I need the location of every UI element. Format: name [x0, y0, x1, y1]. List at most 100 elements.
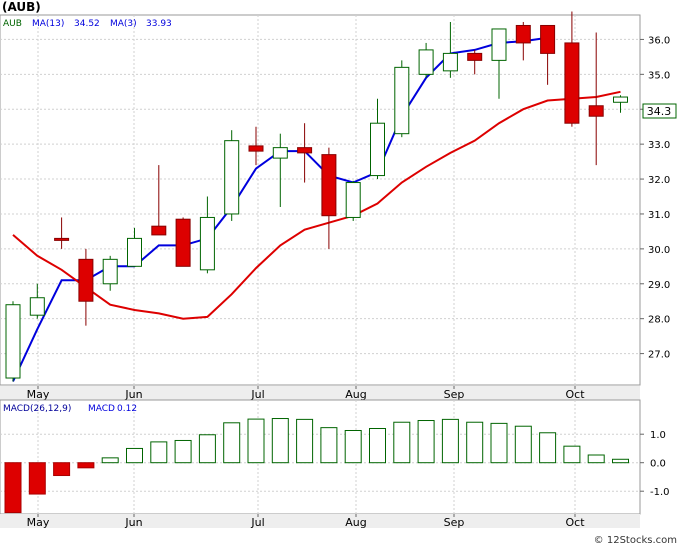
macd-y-tick-label: 0.0: [650, 459, 666, 470]
date-tick-label: Jul: [250, 516, 264, 529]
last-price-label: 34.3: [647, 105, 672, 118]
candle: [5, 301, 21, 382]
date-tick-label: Oct: [565, 388, 585, 401]
macd-bar: [271, 418, 289, 464]
candle-body: [588, 105, 604, 117]
last-price-box: [642, 103, 677, 119]
macd-bar-series: [4, 418, 629, 514]
macd-value: 0.12: [117, 404, 137, 414]
date-tick-label: Jul: [250, 388, 264, 401]
price-y-tick-label: 35.0: [648, 70, 670, 81]
price-y-tick-label: 28.0: [648, 315, 670, 326]
candle-body: [467, 52, 483, 61]
price-grid: [0, 15, 640, 385]
macd-bar: [174, 439, 192, 464]
legend-ma3-label: MA(3): [110, 19, 137, 29]
date-tick-label: Jun: [124, 516, 142, 529]
macd-bar: [198, 434, 216, 464]
legend-ma3-value: 33.93: [146, 19, 172, 29]
candle: [321, 147, 337, 249]
candle: [370, 98, 385, 180]
macd-params-label: MACD(26,12,9): [3, 404, 71, 414]
date-axis-top: May Jun Jul Aug Sep Oct: [27, 386, 585, 401]
candle-body: [491, 28, 507, 61]
macd-bar: [296, 418, 314, 464]
ma3-series: [12, 90, 621, 320]
macd-bar: [28, 462, 46, 495]
candle: [564, 11, 580, 127]
candle-body: [224, 140, 240, 215]
date-axis-strip: [0, 386, 640, 400]
date-tick-label: Jun: [124, 388, 142, 401]
macd-panel-frame: [0, 399, 641, 515]
candle: [54, 217, 70, 249]
candle-body: [175, 218, 191, 267]
candle-body: [370, 122, 385, 177]
candle-body: [345, 182, 361, 218]
candle-body: [272, 147, 288, 159]
candle: [248, 126, 264, 166]
macd-bar: [150, 441, 168, 464]
macd-bar: [466, 421, 484, 464]
macd-bar: [223, 422, 241, 464]
macd-y-tick-label: 1.0: [650, 430, 666, 441]
candle: [199, 196, 215, 274]
macd-panel: 1.0 0.0 -1.0 MACD(26,12,9) MACD 0.12: [0, 399, 670, 515]
price-y-tick-label: 31.0: [648, 210, 670, 221]
candle: [515, 21, 531, 61]
macd-bar: [612, 458, 629, 464]
price-y-tick-label: 33.0: [648, 140, 670, 151]
macd-label: MACD: [88, 404, 115, 414]
date-tick-label: Oct: [565, 516, 585, 529]
price-y-tick-label: 29.0: [648, 280, 670, 291]
macd-bar: [247, 418, 265, 464]
candle: [345, 180, 361, 221]
macd-y-tick-label: -1.0: [650, 487, 670, 498]
candle: [151, 165, 167, 236]
legend-ma13-value: 34.52: [74, 19, 100, 29]
macd-bar: [587, 454, 605, 464]
candle: [394, 60, 410, 138]
candle: [297, 123, 313, 183]
candle: [29, 283, 45, 319]
macd-bar: [369, 428, 386, 464]
candle: [127, 227, 142, 267]
macd-bar: [539, 432, 557, 464]
candle-body: [613, 96, 628, 103]
macd-y-axis: 1.0 0.0 -1.0: [640, 430, 670, 498]
chart-title: (AUB): [2, 0, 41, 14]
candle: [540, 24, 556, 85]
ma3-line: [12, 90, 621, 320]
last-price-marker: 34.3: [642, 103, 677, 119]
candle: [442, 21, 458, 78]
legend-ticker: AUB: [3, 19, 22, 29]
macd-bar: [344, 429, 362, 464]
candle: [588, 32, 604, 166]
macd-bar: [77, 462, 95, 469]
candle: [102, 255, 118, 291]
candle: [467, 49, 483, 75]
candle-body: [199, 216, 215, 271]
macd-bar: [393, 421, 411, 464]
candle-body: [564, 42, 580, 124]
candle-body: [54, 237, 70, 241]
date-tick-label: Sep: [444, 388, 465, 401]
candle-body: [418, 49, 434, 75]
macd-bar: [490, 422, 508, 464]
macd-bar: [441, 418, 459, 464]
price-panel-frame: [0, 14, 641, 386]
macd-bar: [514, 425, 532, 464]
price-panel: 27.028.029.030.031.032.033.034.035.036.0…: [0, 11, 677, 386]
macd-bar: [53, 462, 71, 477]
price-y-tick-label: 36.0: [648, 35, 670, 46]
candle: [78, 248, 94, 326]
legend-ma13-label: MA(13): [32, 19, 64, 29]
candle: [272, 133, 288, 207]
candle: [491, 28, 507, 99]
candle-body: [540, 24, 556, 54]
watermark: © 12Stocks.com: [594, 535, 677, 546]
date-tick-label: Sep: [444, 516, 465, 529]
candle-body: [394, 66, 410, 135]
date-tick-label: Aug: [345, 516, 366, 529]
